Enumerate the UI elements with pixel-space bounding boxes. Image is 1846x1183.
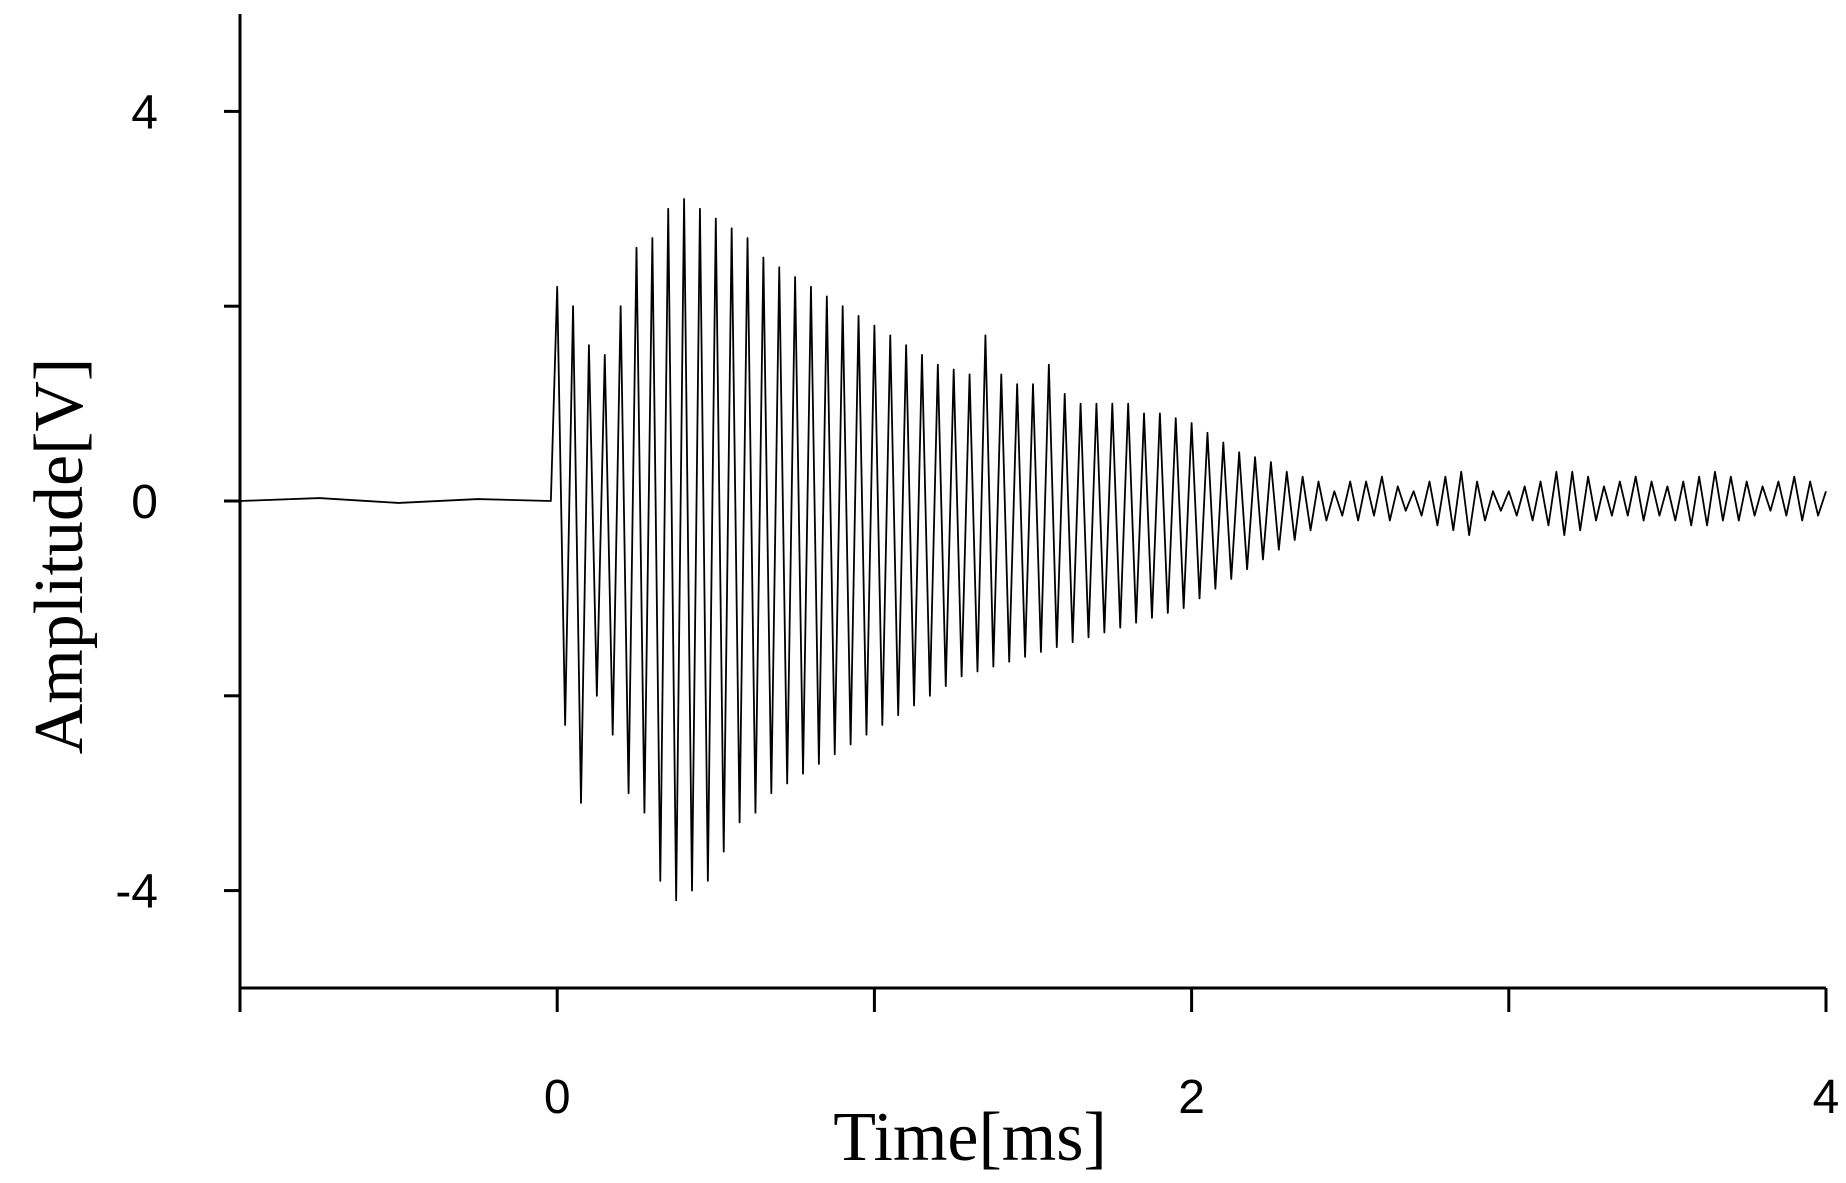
- y-tick-label: -4: [115, 866, 158, 919]
- x-axis-title: Time[ms]: [833, 1099, 1107, 1176]
- x-tick-label: 0: [544, 1071, 571, 1124]
- y-tick-label: 4: [131, 86, 158, 139]
- x-tick-label: 2: [1178, 1071, 1205, 1124]
- y-axis-title: Amplitude[V]: [21, 358, 98, 755]
- x-tick-label: 4: [1813, 1071, 1840, 1124]
- waveform-line: [239, 198, 1827, 902]
- y-tick-label: 0: [131, 476, 158, 529]
